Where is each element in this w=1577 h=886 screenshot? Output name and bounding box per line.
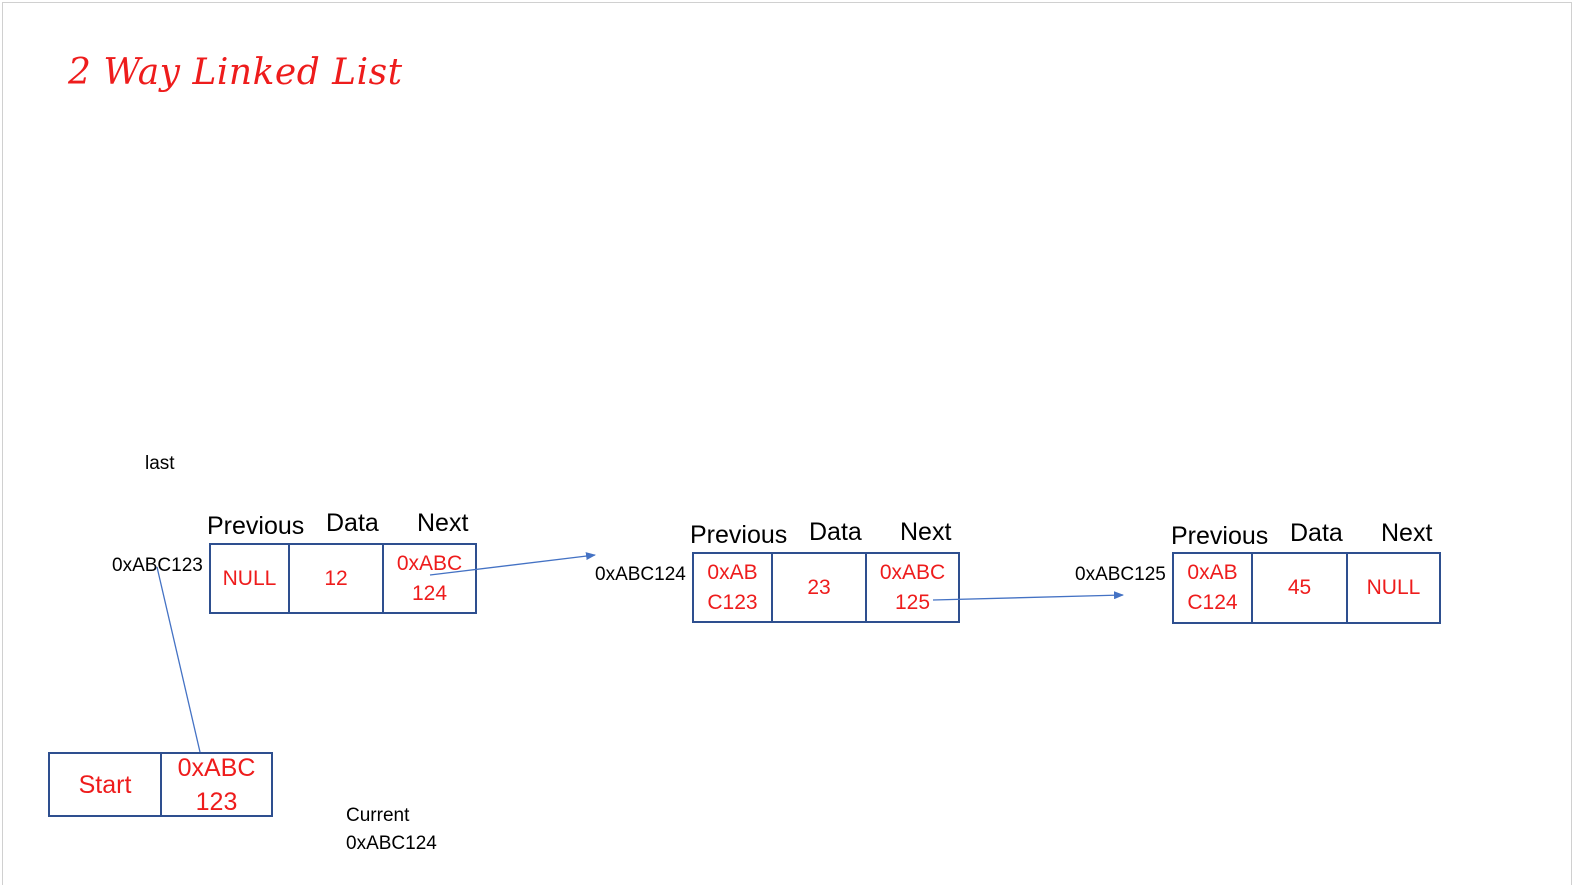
node1-previous-header: Previous (207, 512, 305, 540)
start-value: 0xABC 123 (177, 753, 256, 816)
node2-address: 0xABC124 (595, 564, 686, 585)
node2-next-value: 0xABC 125 (879, 560, 946, 614)
node1-previous-cell: NULL (211, 545, 290, 612)
node2-next-header: Next (900, 518, 952, 546)
start-to-node1-connector (156, 566, 201, 753)
node1-next-cell: 0xABC 124 (384, 545, 475, 612)
node2-previous-header: Previous (690, 521, 788, 549)
node2-previous-value: 0xAB C123 (707, 560, 758, 614)
start-label-cell: Start (50, 754, 162, 815)
node1-address: 0xABC123 (112, 555, 203, 576)
node3-data-header: Data (1290, 519, 1343, 547)
node3-next-value: NULL (1366, 576, 1421, 599)
node2-data-cell: 23 (773, 554, 867, 621)
start-label: Start (78, 770, 132, 799)
current-address: 0xABC124 (346, 833, 437, 854)
node2-next-arrow (932, 591, 1124, 601)
node3-next-cell: NULL (1348, 554, 1439, 622)
current-label: Current (346, 805, 410, 826)
last-label: last (145, 453, 175, 474)
node3-previous-header: Previous (1171, 522, 1269, 550)
node1-next-arrow (429, 552, 596, 576)
node2-data-value: 23 (807, 575, 831, 599)
node3-next-header: Next (1381, 519, 1433, 547)
node1-data-value: 12 (324, 566, 348, 590)
node3-data-value: 45 (1287, 576, 1312, 599)
node2-next-cell: 0xABC 125 (867, 554, 958, 621)
node3-data-cell: 45 (1253, 554, 1348, 622)
node3-address: 0xABC125 (1075, 564, 1166, 585)
node3-previous-cell: 0xAB C124 (1174, 554, 1253, 622)
node1: NULL 12 0xABC 124 (209, 543, 477, 614)
start-value-cell: 0xABC 123 (162, 754, 271, 816)
node1-next-value: 0xABC 124 (396, 551, 463, 605)
node3: 0xAB C124 45 NULL (1172, 552, 1441, 624)
node3-previous-value: 0xAB C124 (1187, 561, 1238, 614)
node2-previous-cell: 0xAB C123 (694, 554, 773, 621)
node1-data-header: Data (326, 509, 379, 537)
start-node: Start 0xABC 123 (48, 752, 273, 817)
node1-data-cell: 12 (290, 545, 384, 612)
diagram-title: 2 Way Linked List (68, 52, 403, 93)
node2-data-header: Data (809, 518, 862, 546)
node1-previous-value: NULL (222, 566, 277, 590)
node2: 0xAB C123 23 0xABC 125 (692, 552, 960, 623)
node1-next-header: Next (417, 509, 469, 537)
